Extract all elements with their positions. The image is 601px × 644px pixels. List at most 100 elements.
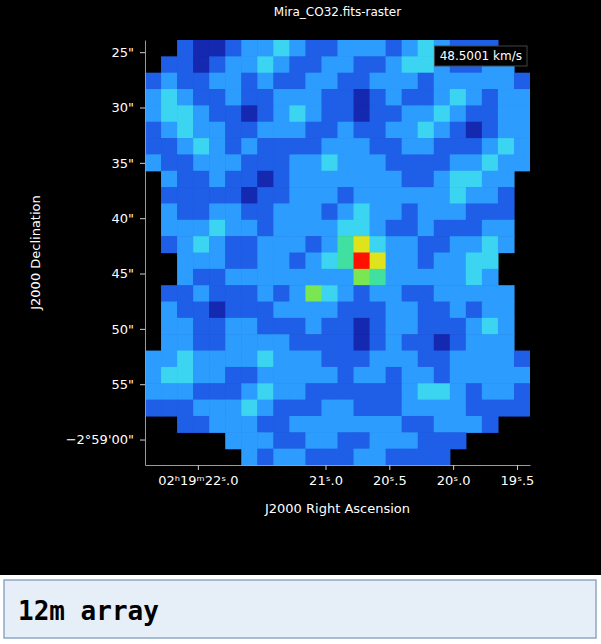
raster-cell xyxy=(354,449,371,465)
raster-cell xyxy=(273,220,290,237)
raster-cell xyxy=(257,400,274,417)
raster-cell xyxy=(450,154,467,171)
raster-cell xyxy=(177,105,194,122)
raster-cell xyxy=(402,302,419,319)
raster-cell xyxy=(241,40,258,57)
raster-cell xyxy=(498,187,515,204)
raster-cell xyxy=(434,105,451,122)
raster-cell xyxy=(273,318,290,335)
raster-cell xyxy=(193,122,210,139)
raster-cell xyxy=(209,138,226,155)
raster-cell xyxy=(273,269,290,286)
raster-cell xyxy=(370,449,387,465)
raster-cell xyxy=(257,220,274,237)
raster-cell xyxy=(225,56,242,73)
raster-cell xyxy=(482,89,499,106)
raster-cell xyxy=(289,171,306,188)
raster-cell xyxy=(273,56,290,73)
raster-cell xyxy=(145,367,162,384)
raster-cell xyxy=(241,56,258,73)
raster-cell xyxy=(514,383,530,400)
raster-cell xyxy=(418,285,435,302)
raster-cell xyxy=(514,89,530,106)
raster-cell xyxy=(386,105,403,122)
raster-cell xyxy=(305,40,322,57)
tick: 45" xyxy=(111,266,145,281)
raster-cell xyxy=(225,367,242,384)
raster-cell xyxy=(450,302,467,319)
raster-cell xyxy=(289,105,306,122)
raster-cell xyxy=(434,351,451,368)
tick-mark xyxy=(140,218,145,219)
raster-cell xyxy=(434,367,451,384)
raster-cell xyxy=(370,105,387,122)
raster-cell xyxy=(257,449,274,465)
raster-cell xyxy=(434,269,451,286)
raster-cell xyxy=(161,138,178,155)
raster-cell xyxy=(225,253,242,270)
raster-cell xyxy=(386,89,403,106)
raster-cell xyxy=(370,334,387,351)
raster-cell xyxy=(418,138,435,155)
raster-cell xyxy=(466,89,483,106)
raster-cell xyxy=(257,269,274,286)
raster-cell xyxy=(225,302,242,319)
tick-label: 20ˢ.5 xyxy=(373,473,407,488)
raster-cell xyxy=(498,367,515,384)
raster-cell xyxy=(193,56,210,73)
raster-cell xyxy=(466,187,483,204)
raster-cell xyxy=(289,40,306,57)
raster-cell xyxy=(418,203,435,220)
raster-cell xyxy=(209,154,226,171)
raster-cell xyxy=(161,318,178,335)
raster-cell xyxy=(354,432,371,449)
raster-cell xyxy=(434,122,451,139)
raster-cell xyxy=(418,73,435,90)
raster-cell xyxy=(305,416,322,433)
raster-cell xyxy=(386,383,403,400)
raster-cell xyxy=(482,416,499,433)
raster-cell xyxy=(498,89,515,106)
raster-cell xyxy=(466,302,483,319)
raster-cell xyxy=(338,138,355,155)
raster-cell xyxy=(241,203,258,220)
raster-cell xyxy=(386,302,403,319)
raster-cell xyxy=(209,187,226,204)
raster-cell xyxy=(177,302,194,319)
raster-cell xyxy=(177,351,194,368)
raster-cell xyxy=(450,73,467,90)
raster-cell xyxy=(450,122,467,139)
raster-cell xyxy=(241,269,258,286)
raster-cell xyxy=(209,367,226,384)
raster-cell xyxy=(434,416,451,433)
raster-cell xyxy=(434,236,451,253)
raster-cell xyxy=(482,154,499,171)
raster-cell xyxy=(370,138,387,155)
raster-cell xyxy=(514,351,530,368)
raster-cell xyxy=(305,73,322,90)
raster-cell xyxy=(466,416,483,433)
raster-cell xyxy=(145,154,162,171)
raster-cell xyxy=(161,236,178,253)
raster-cell xyxy=(209,334,226,351)
raster-cell xyxy=(370,236,387,253)
raster-cell xyxy=(402,154,419,171)
raster-cell xyxy=(161,203,178,220)
raster-cell xyxy=(257,367,274,384)
raster-cell xyxy=(466,171,483,188)
raster-cell xyxy=(370,400,387,417)
raster-cell xyxy=(321,122,338,139)
raster-cell xyxy=(257,154,274,171)
raster-cell xyxy=(289,56,306,73)
raster-cell xyxy=(305,367,322,384)
raster-cell xyxy=(386,269,403,286)
x-axis: 02ʰ19ᵐ22ˢ.021ˢ.020ˢ.520ˢ.019ˢ.5 xyxy=(146,465,535,488)
raster-cell xyxy=(338,122,355,139)
raster-cell xyxy=(273,138,290,155)
raster-cell xyxy=(482,351,499,368)
raster-cell xyxy=(386,40,403,57)
raster-cell xyxy=(273,73,290,90)
raster-cell xyxy=(402,367,419,384)
raster-cell xyxy=(370,40,387,57)
raster-cell xyxy=(241,122,258,139)
